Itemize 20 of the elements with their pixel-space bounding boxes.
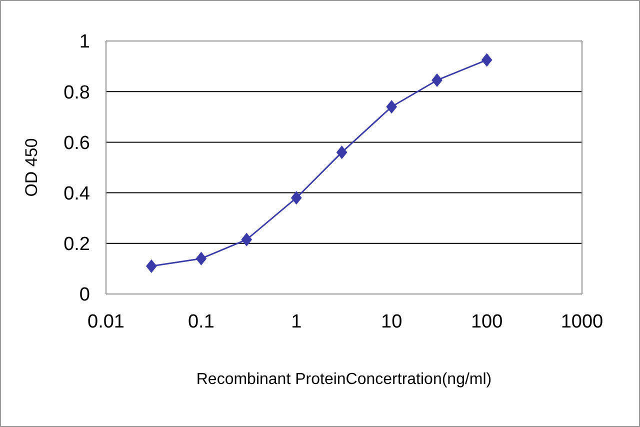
point [241, 233, 252, 246]
point [336, 146, 348, 159]
y-axis-title: OD 450 [22, 138, 42, 197]
x-tick-label: 1000 [560, 311, 604, 332]
y-tick-label: 0.4 [64, 184, 90, 205]
x-tick-label: 0.01 [88, 311, 124, 332]
point [482, 53, 492, 66]
y-tick-label: 0 [79, 284, 90, 306]
y-tick-label: 1 [79, 32, 90, 53]
y-tick-label: 0.6 [64, 132, 90, 154]
point [386, 100, 397, 114]
x-tick-label: 1 [291, 311, 302, 332]
point [146, 260, 157, 273]
x-tick-label: 100 [470, 311, 503, 332]
x-axis-title: Recombinant ProteinConcertration(ng/ml) [196, 371, 492, 388]
x-tick-label: 10 [381, 311, 402, 332]
y-tick-label: 0.8 [64, 82, 90, 104]
point [291, 191, 302, 204]
x-tick-label: 0.1 [188, 311, 214, 332]
y-tick-label: 0.2 [64, 234, 90, 256]
